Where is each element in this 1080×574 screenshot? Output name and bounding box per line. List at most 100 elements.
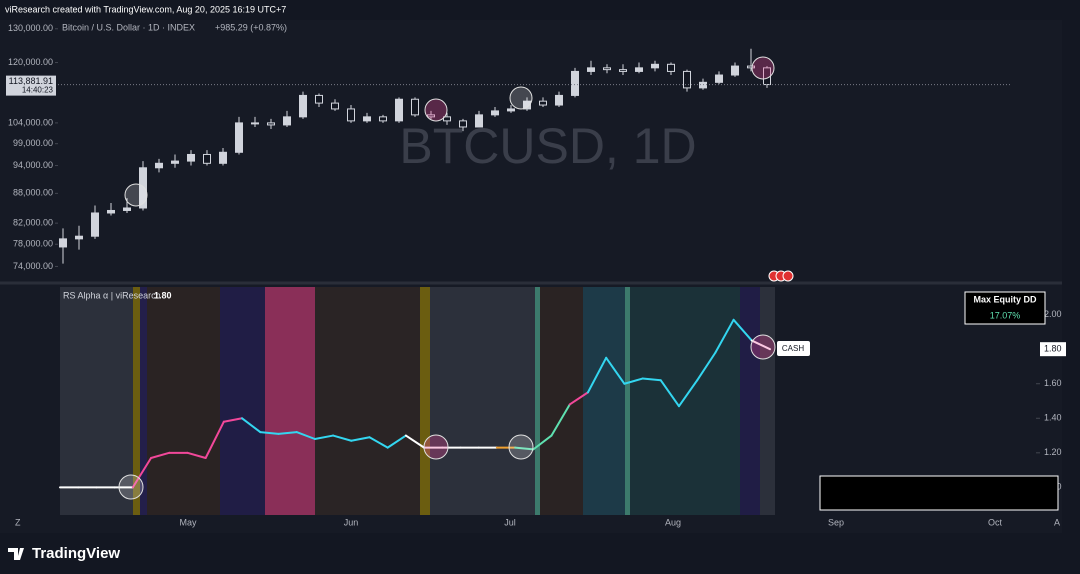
- candle-body: [523, 100, 531, 110]
- line-segment: [222, 417, 244, 423]
- signal-circles: [118, 56, 776, 500]
- y-tick-label: 78,000.00: [13, 239, 53, 249]
- candle-body: [619, 69, 627, 72]
- signal-circle: [423, 434, 449, 460]
- drawdown-value: 17.07%: [990, 310, 1021, 320]
- band: [315, 287, 420, 515]
- band: [60, 287, 133, 515]
- line-segment: [514, 446, 535, 451]
- countdown: 14:40:23: [22, 86, 54, 95]
- end-label-box: [777, 341, 810, 356]
- candle-body: [139, 167, 147, 209]
- event-icon[interactable]: [782, 270, 794, 282]
- line-segment: [641, 377, 662, 382]
- last-value-box: [1040, 342, 1066, 357]
- band: [265, 287, 315, 515]
- line-segment: [532, 434, 553, 451]
- band: [760, 287, 775, 515]
- y-tick-label: 2.00: [1044, 309, 1062, 319]
- corner-button[interactable]: A: [1054, 517, 1060, 527]
- watermark: BTCUSD, 1D: [399, 118, 696, 174]
- y-tick-label: 94,000.00: [13, 160, 53, 170]
- y-tick-label: 74,000.00: [13, 261, 53, 271]
- candle-body: [507, 108, 515, 112]
- signal-circle: [509, 86, 533, 110]
- footer-bar: [0, 535, 1080, 574]
- candle-body: [123, 207, 131, 211]
- band: [583, 287, 625, 515]
- regime-bands: [60, 287, 775, 515]
- line-segment: [386, 434, 407, 449]
- y-tick-label: 1.20: [1044, 447, 1062, 457]
- candle-body: [683, 70, 691, 89]
- signal-circle: [750, 334, 776, 360]
- candle-body: [539, 100, 547, 106]
- candle-body: [203, 153, 211, 164]
- candle-body: [411, 98, 419, 116]
- candle-body: [603, 67, 611, 71]
- line-segment: [313, 434, 335, 440]
- x-tick-label: Sep: [828, 517, 844, 527]
- event-icons: [768, 270, 794, 282]
- line-segment: [259, 431, 280, 435]
- line-segment: [186, 451, 207, 459]
- candle-body: [235, 122, 243, 153]
- candle-body: [363, 116, 371, 122]
- x-tick-label: Oct: [988, 517, 1003, 527]
- line-segment: [605, 356, 626, 385]
- signal-circle: [751, 56, 775, 80]
- candle-body: [331, 102, 339, 110]
- line-segment: [204, 420, 225, 459]
- y-tick-label: 82,000.00: [13, 218, 53, 228]
- line-segment: [241, 417, 262, 434]
- y-tick-label: 120,000.00: [8, 57, 53, 67]
- candle-body: [651, 63, 659, 69]
- candle-body: [491, 110, 499, 116]
- x-tick-label: May: [179, 517, 197, 527]
- last-price-box: [6, 75, 56, 96]
- y-tick-label: 130,000.00: [8, 23, 53, 33]
- drawdown-box: [964, 291, 1046, 325]
- footer-brand: TradingView: [32, 545, 120, 562]
- band: [630, 287, 740, 515]
- y-tick-label: 1.60: [1044, 378, 1062, 388]
- line-segment: [550, 403, 571, 437]
- band: [625, 287, 630, 515]
- band: [220, 287, 265, 515]
- candle-body: [75, 235, 83, 240]
- line-segment: [623, 377, 644, 385]
- band: [430, 287, 535, 515]
- candle-body: [267, 122, 275, 126]
- candle-body: [667, 63, 675, 72]
- candle-body: [731, 65, 739, 76]
- line-segment: [568, 391, 589, 406]
- x-tick-label: Jun: [344, 517, 359, 527]
- candle-body: [299, 94, 307, 118]
- band: [147, 287, 220, 515]
- candle-body: [251, 122, 259, 125]
- candle-body: [555, 94, 563, 106]
- line-segment: [277, 431, 298, 435]
- candle-body: [171, 160, 179, 164]
- candle-body: [155, 162, 163, 169]
- line-segment: [659, 379, 680, 408]
- signal-circle: [508, 434, 534, 460]
- last-price-label: 113,881.91: [9, 76, 53, 86]
- candle-body: [747, 65, 755, 69]
- signal-circle: [424, 98, 448, 122]
- y-tick-label: 99,000.00: [13, 138, 53, 148]
- header: viResearch created with TradingView.com,…: [5, 4, 286, 14]
- candle-body: [219, 151, 227, 164]
- dominance-table: [819, 475, 1059, 511]
- candle-body: [59, 238, 67, 248]
- band: [140, 287, 147, 515]
- corner-button[interactable]: Z: [15, 517, 21, 527]
- drawdown-title: Max Equity DD: [973, 294, 1037, 304]
- candle-body: [459, 120, 467, 128]
- y-tick-label: 88,000.00: [13, 188, 53, 198]
- x-tick-label: Jul: [504, 517, 516, 527]
- line-segment: [732, 318, 753, 342]
- line-segment: [350, 436, 371, 442]
- line-segment: [150, 451, 171, 459]
